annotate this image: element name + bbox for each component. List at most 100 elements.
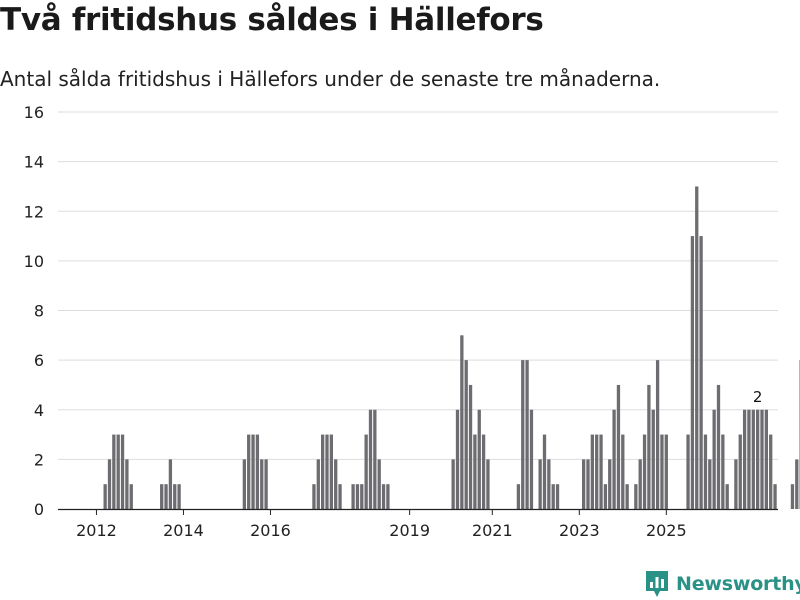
bar [251,434,255,509]
bar [582,459,586,509]
bar [177,484,181,509]
bar [468,384,473,509]
bar [586,459,590,509]
bar [338,484,342,509]
bar [769,434,773,509]
chart-subtitle: Antal sålda fritidshus i Hällefors under… [0,67,661,91]
bar [168,459,173,509]
bar [595,434,599,509]
bar [373,409,377,509]
bar [655,360,660,509]
bar [686,434,690,509]
bar [738,434,742,509]
bar [790,484,795,509]
bar [599,434,603,509]
bar [329,434,333,509]
bar [381,484,386,509]
bar [360,484,364,509]
bar [699,236,703,509]
y-tick-label: 8 [34,302,44,321]
bar [355,484,360,509]
bar [364,434,368,509]
bar [103,484,107,509]
bar [351,484,355,509]
y-tick-label: 0 [34,500,44,519]
bar [590,434,594,509]
bar [486,459,490,509]
bar [173,484,177,509]
bar [377,459,381,509]
y-tick-label: 10 [24,252,44,271]
bar [529,409,534,509]
bar [247,434,251,509]
bar [712,409,716,509]
bar [538,459,542,509]
bar [525,360,529,509]
bar [612,409,616,509]
bar [695,186,699,509]
bar [764,409,768,509]
bar [460,335,464,509]
bar [616,384,621,509]
x-tick-label: 2019 [389,521,430,540]
x-tick-label: 2021 [472,521,513,540]
bar [703,434,708,509]
bar [455,409,460,509]
bar [551,484,555,509]
bar [260,459,264,509]
bar [547,459,551,509]
data-label: 2 [753,388,763,406]
y-tick-label: 14 [24,153,44,172]
bar [608,459,612,509]
bar [621,434,625,509]
bar [734,459,738,509]
brand-name: Newsworthy [676,573,800,595]
y-tick-label: 4 [34,401,44,420]
bar [334,459,338,509]
bar [477,409,481,509]
bar [368,409,373,509]
bar [756,409,760,509]
bar [555,484,560,509]
bar [747,409,751,509]
bar [660,434,664,509]
bar [316,459,320,509]
bar [725,484,729,509]
bar [325,434,329,509]
bar [386,484,390,509]
bar [721,434,725,509]
y-tick-label: 2 [34,450,44,469]
bar [464,360,468,509]
bar [473,434,477,509]
newsworthy-logo-icon [646,571,668,597]
bar [242,459,246,509]
bar [742,409,747,509]
x-tick-label: 2012 [76,521,117,540]
bar [255,434,260,509]
bar [708,459,712,509]
newsworthy-logo: Newsworthy [644,569,800,599]
bar [516,484,521,509]
bar [264,459,268,509]
bar [795,459,799,509]
bar [751,409,755,509]
x-tick-label: 2025 [646,521,687,540]
bar [773,484,777,509]
bar [716,384,721,509]
y-tick-label: 6 [34,351,44,370]
bar [638,459,642,509]
bar [664,434,668,509]
bar [312,484,316,509]
bar [129,484,133,509]
bar [481,434,486,509]
bar [760,409,764,509]
x-tick-label: 2014 [163,521,204,540]
bar [521,360,525,509]
bar [642,434,647,509]
bar [160,484,164,509]
bar [690,236,695,509]
bar [107,459,112,509]
bar [164,484,168,509]
chart-title: Två fritidshus såldes i Hällefors [0,2,544,38]
